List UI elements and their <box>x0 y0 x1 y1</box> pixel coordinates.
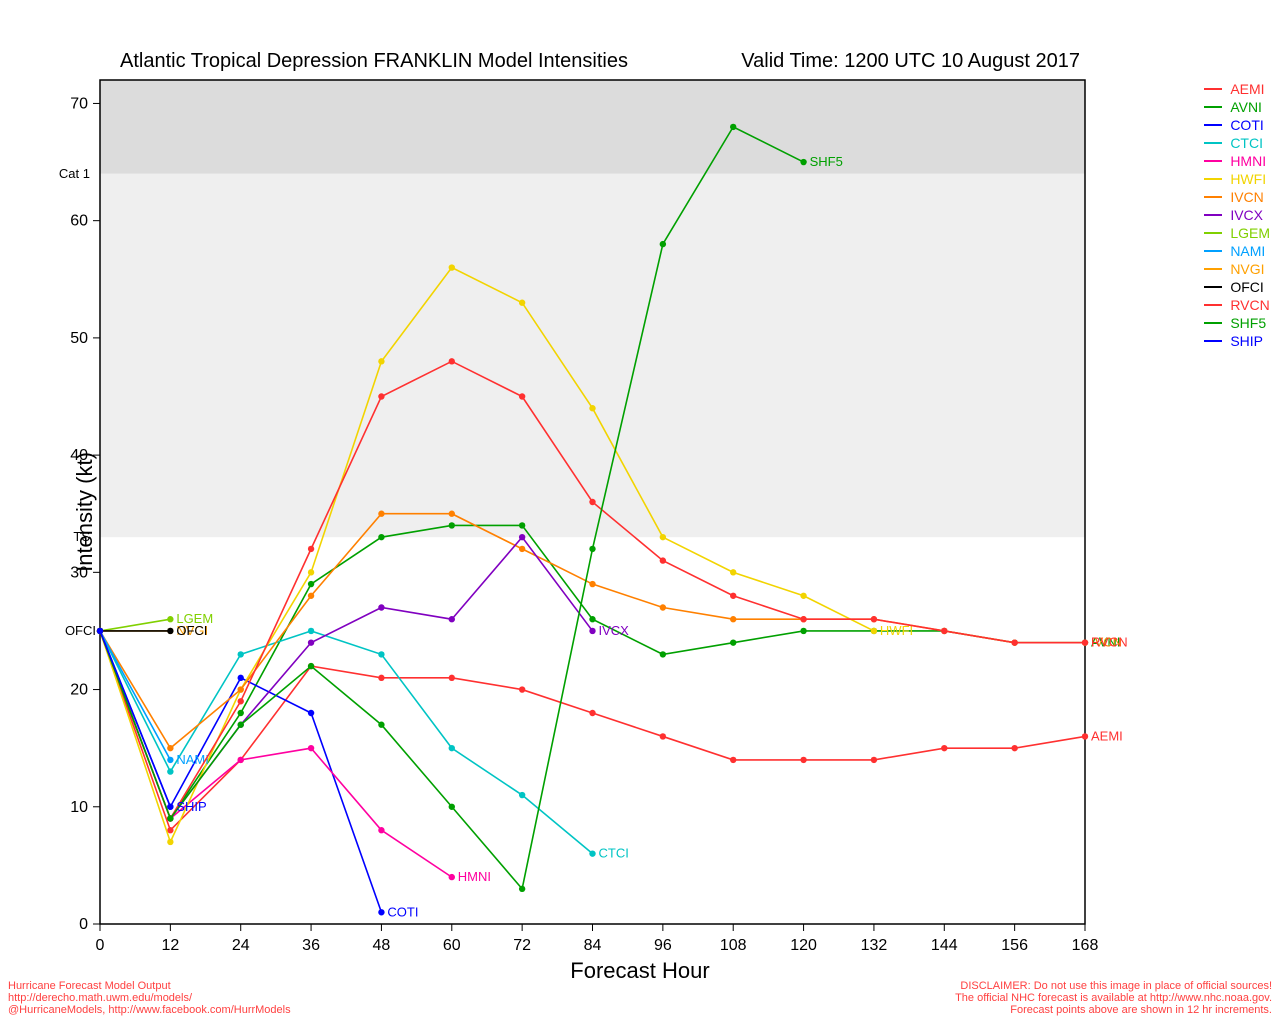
svg-text:AEMI: AEMI <box>1091 728 1123 743</box>
svg-text:60: 60 <box>70 213 88 230</box>
svg-text:108: 108 <box>720 937 747 954</box>
legend-item-ivcn: IVCN <box>1204 188 1270 206</box>
svg-text:84: 84 <box>584 937 602 954</box>
svg-text:OFCI: OFCI <box>65 623 96 638</box>
svg-text:0: 0 <box>96 937 105 954</box>
svg-text:50: 50 <box>70 330 88 347</box>
intensity-chart: TSCat 1012243648607284961081201321441561… <box>0 0 1280 1024</box>
svg-text:120: 120 <box>790 937 817 954</box>
svg-text:12: 12 <box>161 937 179 954</box>
legend-item-lgem: LGEM <box>1204 224 1270 242</box>
svg-text:70: 70 <box>70 95 88 112</box>
svg-text:SHF5: SHF5 <box>810 154 843 169</box>
svg-text:48: 48 <box>373 937 391 954</box>
legend-item-ofci: OFCI <box>1204 278 1270 296</box>
svg-text:10: 10 <box>70 799 88 816</box>
svg-text:20: 20 <box>70 682 88 699</box>
legend-item-rvcn: RVCN <box>1204 296 1270 314</box>
legend-item-coti: COTI <box>1204 116 1270 134</box>
legend-item-shf5: SHF5 <box>1204 314 1270 332</box>
svg-text:RVCN: RVCN <box>1091 635 1128 650</box>
chart-title-right: Valid Time: 1200 UTC 10 August 2017 <box>741 50 1080 73</box>
x-axis-label: Forecast Hour <box>570 958 709 984</box>
svg-text:168: 168 <box>1072 937 1099 954</box>
svg-text:0: 0 <box>79 916 88 933</box>
svg-text:156: 156 <box>1001 937 1028 954</box>
legend-item-ctci: CTCI <box>1204 134 1270 152</box>
svg-text:IVCX: IVCX <box>599 623 630 638</box>
svg-text:Cat 1: Cat 1 <box>59 166 90 181</box>
svg-text:60: 60 <box>443 937 461 954</box>
svg-text:72: 72 <box>513 937 531 954</box>
footer-left: Hurricane Forecast Model Output http://d… <box>8 980 291 1016</box>
svg-text:24: 24 <box>232 937 250 954</box>
svg-text:HMNI: HMNI <box>458 869 491 884</box>
legend-item-hwfi: HWFI <box>1204 170 1270 188</box>
svg-text:OFCI: OFCI <box>176 623 207 638</box>
footer-right: DISCLAIMER: Do not use this image in pla… <box>955 980 1272 1016</box>
svg-text:NAMI: NAMI <box>176 752 209 767</box>
legend-item-nvgi: NVGI <box>1204 260 1270 278</box>
svg-text:SHIP: SHIP <box>176 799 206 814</box>
svg-text:132: 132 <box>861 937 888 954</box>
chart-title-left: Atlantic Tropical Depression FRANKLIN Mo… <box>120 50 628 73</box>
svg-text:36: 36 <box>302 937 320 954</box>
legend-item-ivcx: IVCX <box>1204 206 1270 224</box>
legend-item-avni: AVNI <box>1204 98 1270 116</box>
legend-item-aemi: AEMI <box>1204 80 1270 98</box>
svg-text:96: 96 <box>654 937 672 954</box>
svg-text:COTI: COTI <box>387 904 418 919</box>
legend: AEMIAVNICOTICTCIHMNIHWFIIVCNIVCXLGEMNAMI… <box>1204 80 1270 350</box>
legend-item-hmni: HMNI <box>1204 152 1270 170</box>
svg-text:144: 144 <box>931 937 958 954</box>
legend-item-ship: SHIP <box>1204 332 1270 350</box>
legend-item-nami: NAMI <box>1204 242 1270 260</box>
svg-text:CTCI: CTCI <box>599 846 629 861</box>
y-axis-label: Intensity (kt) <box>72 452 98 572</box>
